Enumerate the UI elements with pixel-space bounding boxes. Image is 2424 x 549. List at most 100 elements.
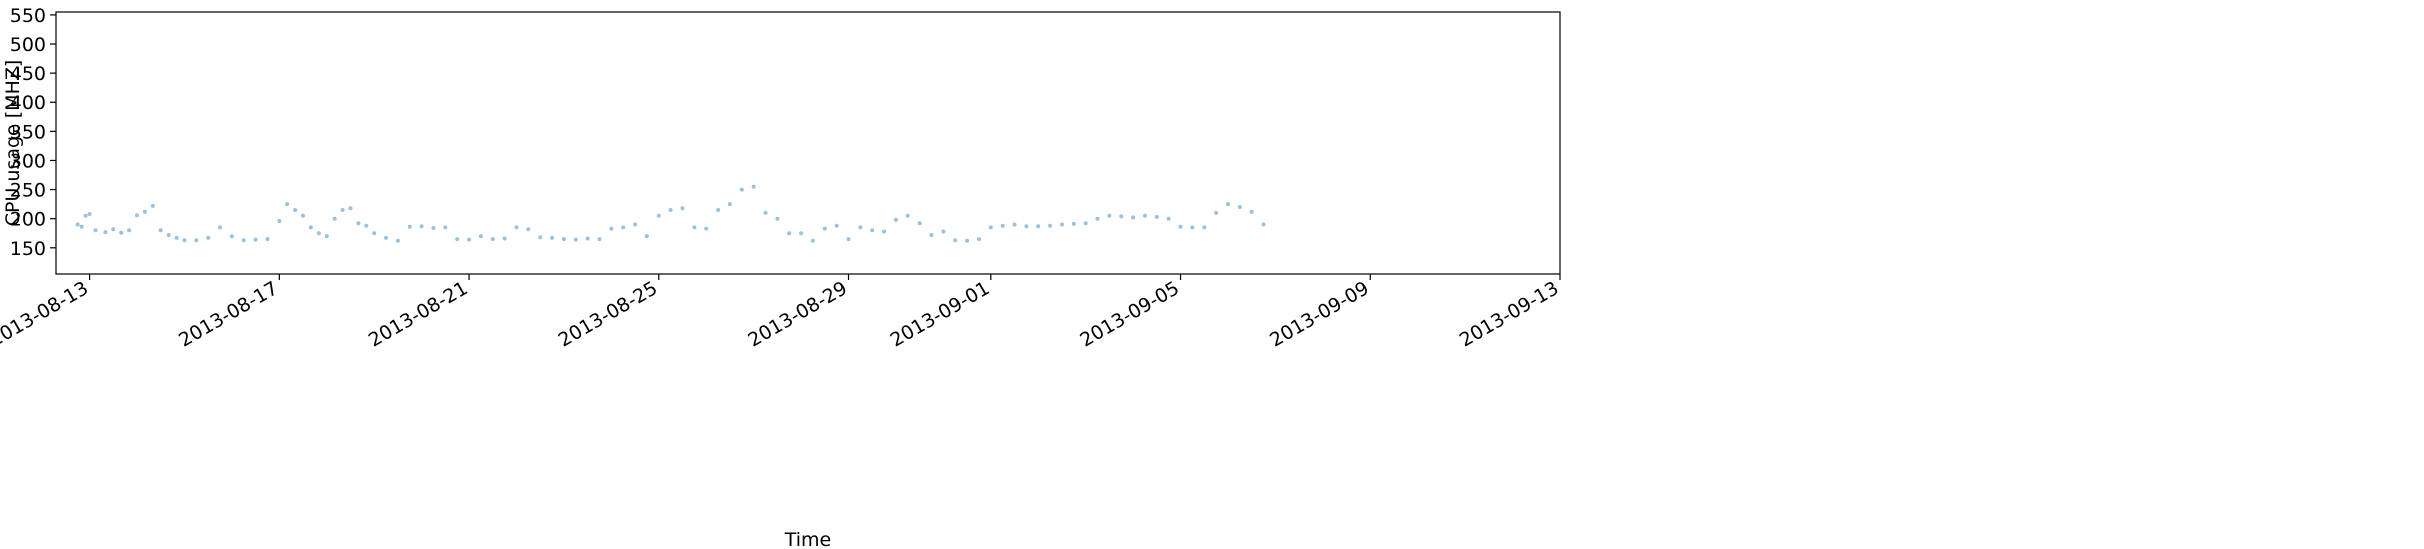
- data-point: [277, 219, 282, 223]
- x-tick-label: 2013-09-09: [1266, 277, 1373, 351]
- x-tick-label: 2013-08-21: [365, 277, 472, 351]
- data-point: [142, 209, 147, 214]
- data-point: [324, 234, 329, 239]
- data-point: [340, 208, 345, 212]
- data-point: [799, 231, 804, 236]
- data-point: [119, 230, 124, 235]
- y-tick-label: 550: [10, 5, 46, 27]
- data-point: [348, 206, 353, 211]
- x-axis-title: Time: [784, 529, 832, 549]
- y-tick-label: 150: [10, 238, 46, 260]
- data-point: [1095, 216, 1100, 221]
- data-point: [538, 235, 543, 240]
- data-point: [846, 237, 851, 242]
- data-point: [953, 238, 958, 243]
- data-point: [905, 213, 910, 218]
- data-point: [111, 227, 116, 232]
- data-point: [75, 222, 80, 227]
- data-point: [561, 237, 566, 242]
- data-point: [332, 216, 337, 221]
- data-point: [419, 224, 424, 229]
- data-points: [75, 184, 1266, 243]
- data-point: [150, 203, 155, 208]
- data-point: [526, 227, 531, 232]
- data-point: [93, 228, 98, 233]
- data-point: [455, 237, 460, 242]
- data-point: [858, 225, 863, 230]
- data-point: [1131, 215, 1136, 220]
- data-point: [103, 230, 108, 235]
- data-point: [253, 237, 258, 242]
- data-point: [502, 236, 507, 241]
- data-point: [597, 237, 602, 242]
- data-point: [893, 217, 898, 222]
- data-point: [1071, 221, 1076, 226]
- data-point: [917, 221, 922, 226]
- data-point: [1012, 222, 1017, 227]
- data-point: [443, 225, 448, 230]
- data-point: [1000, 223, 1005, 228]
- data-point: [621, 225, 626, 230]
- y-axis: 150 200 250 300 350 400 450 500 550: [10, 5, 56, 260]
- data-point: [609, 226, 614, 231]
- data-point: [127, 228, 132, 233]
- data-point: [716, 208, 721, 212]
- data-point: [79, 224, 84, 229]
- data-point: [83, 213, 88, 218]
- x-tick-label: 2013-08-17: [175, 277, 282, 351]
- data-point: [965, 238, 970, 243]
- data-point: [870, 228, 875, 233]
- data-point: [633, 222, 638, 227]
- data-point: [490, 237, 495, 242]
- data-point: [135, 213, 139, 218]
- data-point: [1083, 221, 1088, 226]
- data-point: [1166, 216, 1171, 221]
- data-point: [692, 225, 697, 230]
- data-point: [668, 208, 673, 212]
- x-tick-label: 2013-08-13: [0, 277, 92, 351]
- data-point: [775, 216, 780, 221]
- data-point: [1154, 214, 1159, 219]
- data-point: [1226, 202, 1230, 207]
- data-point: [1261, 222, 1266, 227]
- data-point: [1060, 222, 1064, 227]
- data-point: [229, 234, 234, 239]
- y-tick-label: 450: [10, 63, 46, 85]
- data-point: [929, 233, 934, 237]
- data-point: [372, 231, 377, 236]
- data-point: [1048, 223, 1053, 228]
- data-point: [1107, 213, 1112, 218]
- data-point: [1036, 224, 1041, 229]
- data-point: [1119, 214, 1124, 219]
- data-point: [1143, 213, 1147, 218]
- y-tick-label: 250: [10, 180, 46, 202]
- data-point: [1178, 224, 1183, 229]
- data-point: [727, 202, 732, 207]
- data-point: [182, 238, 187, 243]
- data-point: [680, 206, 685, 211]
- data-point: [739, 187, 744, 192]
- data-point: [431, 226, 436, 230]
- data-point: [301, 213, 305, 218]
- data-point: [478, 234, 483, 239]
- data-point: [704, 226, 709, 231]
- data-point: [550, 235, 555, 240]
- data-point: [573, 237, 578, 242]
- data-point: [356, 221, 361, 226]
- data-point: [87, 212, 92, 216]
- y-tick-label: 500: [10, 34, 46, 56]
- data-point: [656, 213, 661, 218]
- data-point: [407, 224, 412, 229]
- data-point: [316, 231, 321, 236]
- y-tick-label: 300: [10, 150, 46, 172]
- y-tick-label: 350: [10, 121, 46, 143]
- data-point: [467, 237, 472, 242]
- data-point: [265, 237, 270, 242]
- data-point: [194, 238, 199, 243]
- y-tick-label: 400: [10, 92, 46, 114]
- data-point: [977, 237, 981, 242]
- x-tick-label: 2013-09-05: [1076, 277, 1183, 351]
- data-point: [1202, 225, 1207, 230]
- x-tick-label: 2013-09-13: [1456, 277, 1563, 351]
